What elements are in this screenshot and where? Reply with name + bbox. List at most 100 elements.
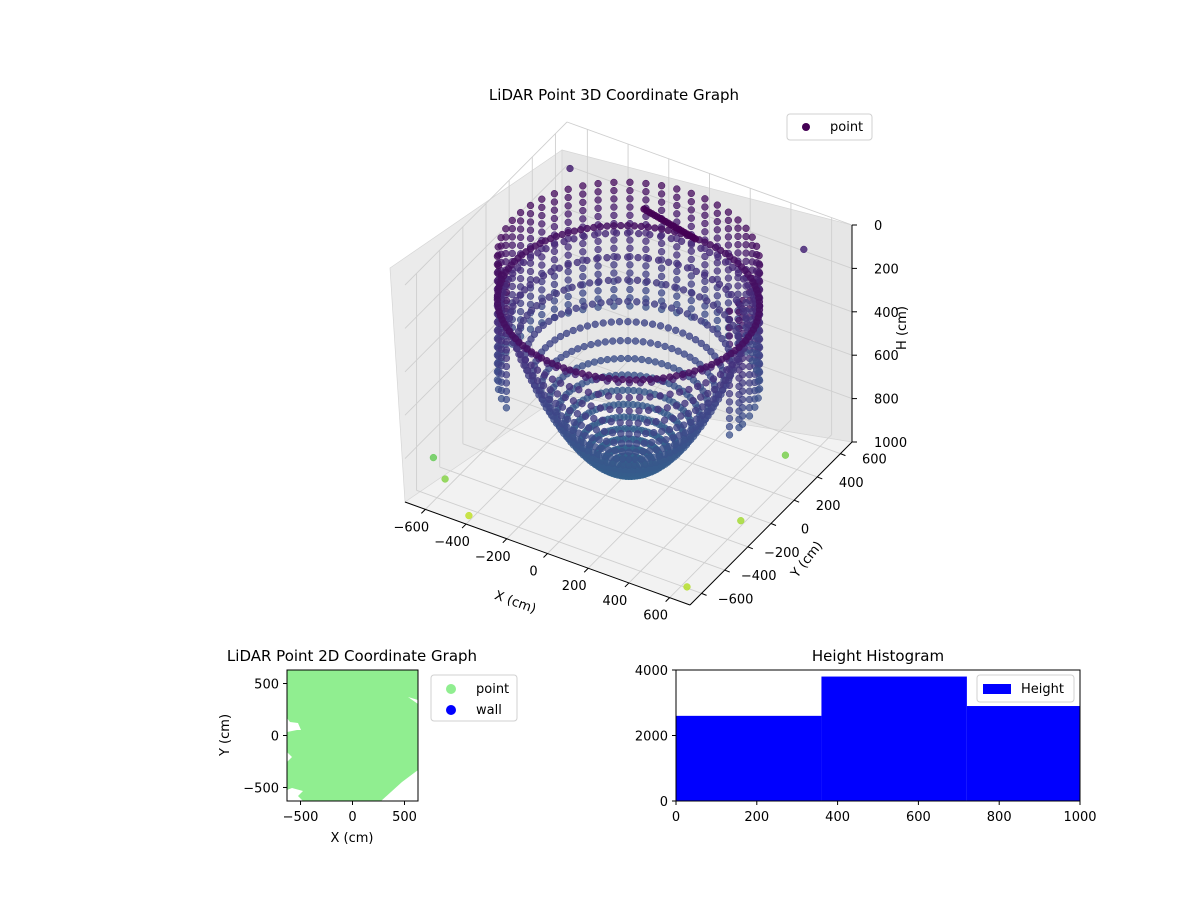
- data-point: [701, 195, 709, 203]
- data-point: [748, 250, 756, 258]
- data-point: [679, 329, 687, 337]
- data-point: [585, 371, 593, 379]
- data-point: [610, 186, 618, 195]
- data-point: [581, 412, 590, 420]
- data-point: [516, 350, 525, 359]
- data-point: [597, 299, 605, 307]
- data-point: [632, 448, 640, 456]
- data-point: [725, 398, 734, 406]
- data-point: [687, 214, 695, 222]
- data-point: [564, 261, 572, 269]
- data-point: [748, 258, 756, 266]
- data-point: [644, 356, 653, 365]
- data-point: [656, 232, 665, 241]
- data-point: [538, 228, 546, 236]
- data-point: [516, 233, 525, 242]
- data-point: [502, 354, 511, 362]
- data-point: [516, 217, 525, 225]
- data-point: [526, 253, 535, 262]
- data-point: [755, 385, 764, 393]
- data-point: [673, 300, 681, 309]
- data-point: [564, 193, 572, 202]
- data-point: [735, 390, 743, 399]
- data-point: [673, 201, 681, 210]
- data-point: [583, 256, 591, 265]
- data-point: [603, 254, 611, 262]
- data-point: [584, 388, 593, 396]
- data-point: [687, 272, 695, 280]
- data-point: [579, 198, 587, 207]
- data-point: [657, 239, 666, 248]
- data-point: [550, 297, 559, 305]
- data-point: [539, 321, 547, 329]
- x-tick-label-2d: 500: [392, 810, 417, 825]
- data-point: [502, 404, 511, 412]
- x-tick-label-histogram: 600: [906, 810, 931, 825]
- data-point: [542, 245, 550, 253]
- data-point: [564, 210, 572, 218]
- data-point: [598, 444, 606, 453]
- data-point: [654, 405, 662, 413]
- data-point: [701, 310, 709, 318]
- data-point: [508, 233, 516, 241]
- data-point: [557, 310, 566, 318]
- data-point: [709, 375, 718, 383]
- data-point: [579, 264, 587, 272]
- data-point: [639, 338, 647, 346]
- data-point: [572, 368, 580, 376]
- data-point: [666, 373, 674, 381]
- data-point: [465, 511, 473, 520]
- data-point: [642, 429, 650, 438]
- data-point: [564, 268, 572, 276]
- y-axis-label-2d: Y (cm): [218, 714, 233, 757]
- data-point: [673, 251, 681, 259]
- data-point: [618, 448, 626, 456]
- data-point: [725, 390, 734, 398]
- data-point: [637, 222, 645, 231]
- data-point: [691, 357, 699, 365]
- data-point: [728, 263, 737, 272]
- data-point: [552, 289, 560, 298]
- data-point: [713, 267, 721, 275]
- data-point: [742, 249, 750, 257]
- data-point: [593, 255, 601, 263]
- data-point: [725, 431, 734, 439]
- data-point: [516, 208, 525, 217]
- data-point: [610, 355, 618, 363]
- data-point: [714, 391, 723, 399]
- data-point: [660, 416, 669, 424]
- data-point: [552, 399, 560, 408]
- x-tick-label-2d: −500: [283, 810, 319, 825]
- data-point: [560, 364, 568, 372]
- data-point: [698, 411, 706, 420]
- y-tick-label-3d: 200: [816, 499, 841, 514]
- data-point: [716, 370, 725, 379]
- data-point: [676, 388, 684, 396]
- data-point: [610, 211, 618, 220]
- data-point: [739, 275, 748, 283]
- data-point: [493, 252, 502, 260]
- x-axis-label-2d: X (cm): [331, 831, 374, 846]
- data-point: [646, 231, 654, 239]
- data-point: [572, 304, 580, 312]
- data-point: [664, 258, 673, 266]
- data-point: [652, 375, 661, 383]
- data-point: [732, 327, 740, 335]
- z-tick-label-3d: 0: [874, 219, 882, 234]
- data-point: [732, 296, 741, 304]
- data-point: [674, 347, 682, 355]
- data-point: [594, 245, 602, 254]
- data-point: [502, 395, 511, 404]
- x-tick-label-histogram: 400: [825, 810, 850, 825]
- data-point: [710, 395, 718, 403]
- data-point: [683, 264, 692, 272]
- data-point: [612, 454, 621, 462]
- data-point: [538, 211, 546, 220]
- data-point: [697, 339, 705, 348]
- data-point: [644, 223, 652, 231]
- data-point: [624, 253, 632, 261]
- x-tick-label-3d: 200: [562, 579, 587, 594]
- data-point: [702, 379, 710, 387]
- data-point: [669, 414, 677, 423]
